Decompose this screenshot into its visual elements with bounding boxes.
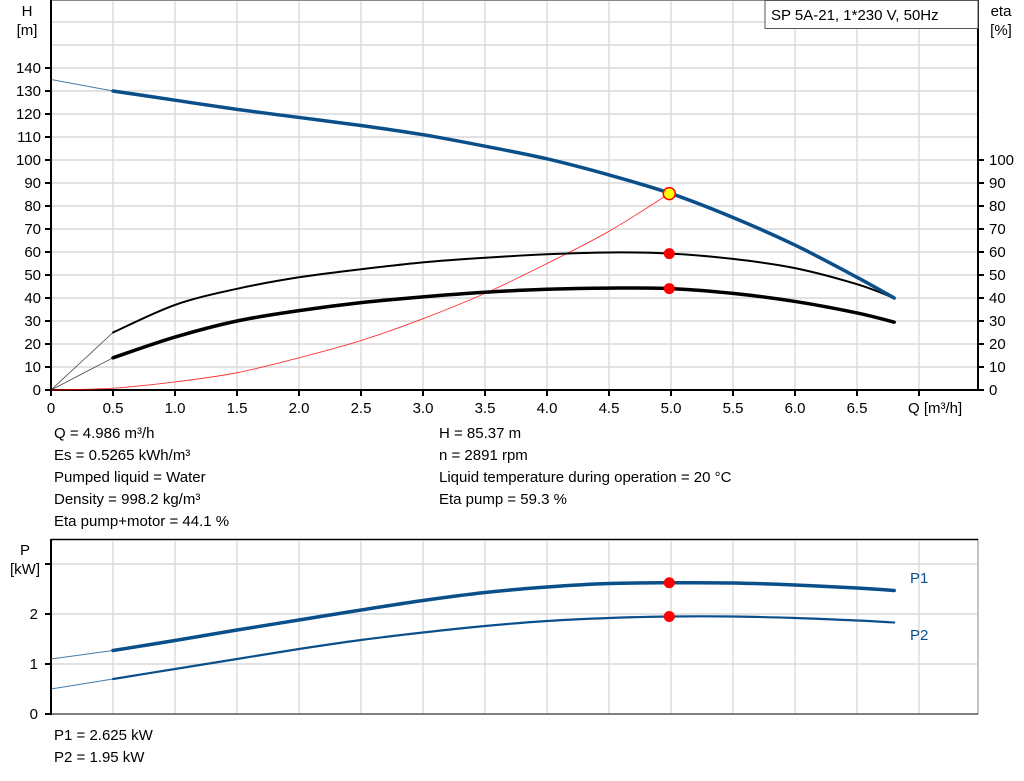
x-tick-label: 3.5 [475, 400, 496, 417]
eta-pump-curve-extrapolated [50, 332, 114, 391]
head-curve [111, 89, 896, 300]
y-right-tick-label: 80 [989, 198, 1006, 215]
info-speed: n = 2891 rpm [439, 447, 528, 464]
main-curves [50, 79, 896, 391]
y-left-label: H [22, 3, 33, 20]
p2-marker [663, 611, 675, 622]
y-right-tick-label: 10 [989, 359, 1006, 376]
y-left-tick-label: 130 [16, 83, 41, 100]
x-tick-label: 2.5 [351, 400, 372, 417]
x-tick-label: 2.0 [289, 400, 310, 417]
p2-curve [111, 615, 896, 681]
y-left-tick-label: 60 [24, 244, 41, 261]
x-tick-label: 3.0 [413, 400, 434, 417]
power-info: P1 = 2.625 kW P2 = 1.95 kW [54, 725, 153, 769]
power-ticks: 0 1 2 [30, 563, 51, 723]
head-curve-extrapolated [50, 79, 114, 92]
y-left-tick-label: 70 [24, 221, 41, 238]
x-tick-label: 0.5 [103, 400, 124, 417]
y-left-tick-label: 80 [24, 198, 41, 215]
y-left-tick-label: 100 [16, 152, 41, 169]
y-right-unit: [%] [990, 22, 1012, 39]
p1-curve-extrapolated [50, 650, 114, 660]
power-y-label: P [20, 542, 30, 559]
x-tick-label: 0 [47, 400, 55, 417]
y-left-tick-label: 120 [16, 106, 41, 123]
y-right-label: eta [991, 3, 1013, 20]
info-density: Density = 998.2 kg/m³ [54, 491, 201, 508]
eta-pump-curve [112, 251, 896, 334]
eta-pump-motor-curve [111, 286, 896, 360]
y-right-tick-label: 50 [989, 267, 1006, 284]
info-head: H = 85.37 m [439, 425, 522, 442]
y-right-tick-label: 100 [989, 152, 1014, 169]
info-right: H = 85.37 m n = 2891 rpm Liquid temperat… [439, 423, 731, 511]
eta-pump-motor-marker [663, 283, 675, 295]
y-right-tick-label: 20 [989, 336, 1006, 353]
power-y-tick-label: 2 [30, 606, 38, 623]
eta-pump-motor-curve-extrapolated [50, 357, 114, 391]
eta-pump-marker [663, 248, 675, 260]
y-left-tick-label: 140 [16, 60, 41, 77]
power-plot-border [50, 539, 979, 715]
y-right-tick-label: 90 [989, 175, 1006, 192]
power-y-tick-label: 1 [30, 656, 38, 673]
y-left-tick-label: 30 [24, 313, 41, 330]
y-left-tick-label: 40 [24, 290, 41, 307]
x-axis-label: Q [m³/h] [908, 400, 962, 417]
info-eta-pump: Eta pump = 59.3 % [439, 491, 567, 508]
info-flow: Q = 4.986 m³/h [54, 425, 155, 442]
x-tick-label: 1.5 [227, 400, 248, 417]
info-liquid-temperature: Liquid temperature during operation = 20… [439, 469, 732, 486]
x-tick-label: 4.0 [537, 400, 558, 417]
x-tick-label: 4.5 [599, 400, 620, 417]
p2-curve-extrapolated [50, 678, 114, 690]
info-p1: P1 = 2.625 kW [54, 727, 153, 744]
info-eta-pump-motor: Eta pump+motor = 44.1 % [54, 513, 230, 530]
x-tick-label: 5.0 [661, 400, 682, 417]
y-right-tick-label: 0 [989, 382, 997, 399]
y-right-tick-label: 30 [989, 313, 1006, 330]
power-y-unit: [kW] [10, 561, 40, 578]
p2-series-label: P2 [910, 627, 928, 644]
y-right-tick-label: 70 [989, 221, 1006, 238]
y-right-tick-label: 60 [989, 244, 1006, 261]
y-left-tick-label: 10 [24, 359, 41, 376]
y-left-tick-label: 0 [33, 382, 41, 399]
x-tick-label: 5.5 [723, 400, 744, 417]
power-grid [52, 541, 977, 713]
y-left-tick-label: 90 [24, 175, 41, 192]
p1-marker [663, 577, 675, 589]
title-box [764, 0, 979, 29]
info-specific-energy: Es = 0.5265 kWh/m³ [54, 447, 191, 464]
power-y-tick-label: 0 [30, 706, 38, 723]
main-ticks: 0 10 20 30 40 50 60 70 80 90 100 110 120 130 140 0 10 20 3… [16, 60, 1014, 417]
chart-title: SP 5A-21, 1*230 V, 50Hz [771, 7, 939, 24]
y-right-tick-label: 40 [989, 290, 1006, 307]
x-tick-label: 6.5 [847, 400, 868, 417]
x-tick-label: 6.0 [785, 400, 806, 417]
x-tick-label: 1.0 [165, 400, 186, 417]
info-pumped-liquid: Pumped liquid = Water [54, 469, 206, 486]
info-left: Q = 4.986 m³/h Es = 0.5265 kWh/m³ Pumped… [54, 423, 229, 533]
qh-chart: 0 10 20 30 40 50 60 70 80 90 100 110 120 130 140 0 10 20 3… [16, 0, 1014, 417]
y-left-tick-label: 20 [24, 336, 41, 353]
y-left-tick-label: 50 [24, 267, 41, 284]
y-left-unit: [m] [17, 22, 38, 39]
p1-series-label: P1 [910, 570, 928, 587]
system-curve [50, 193, 670, 391]
main-grid [52, 1, 977, 389]
p1-curve [111, 580, 896, 653]
y-left-tick-label: 110 [17, 129, 41, 146]
info-p2: P2 = 1.95 kW [54, 749, 145, 766]
power-curves [50, 577, 896, 690]
duty-point-marker [662, 186, 677, 201]
